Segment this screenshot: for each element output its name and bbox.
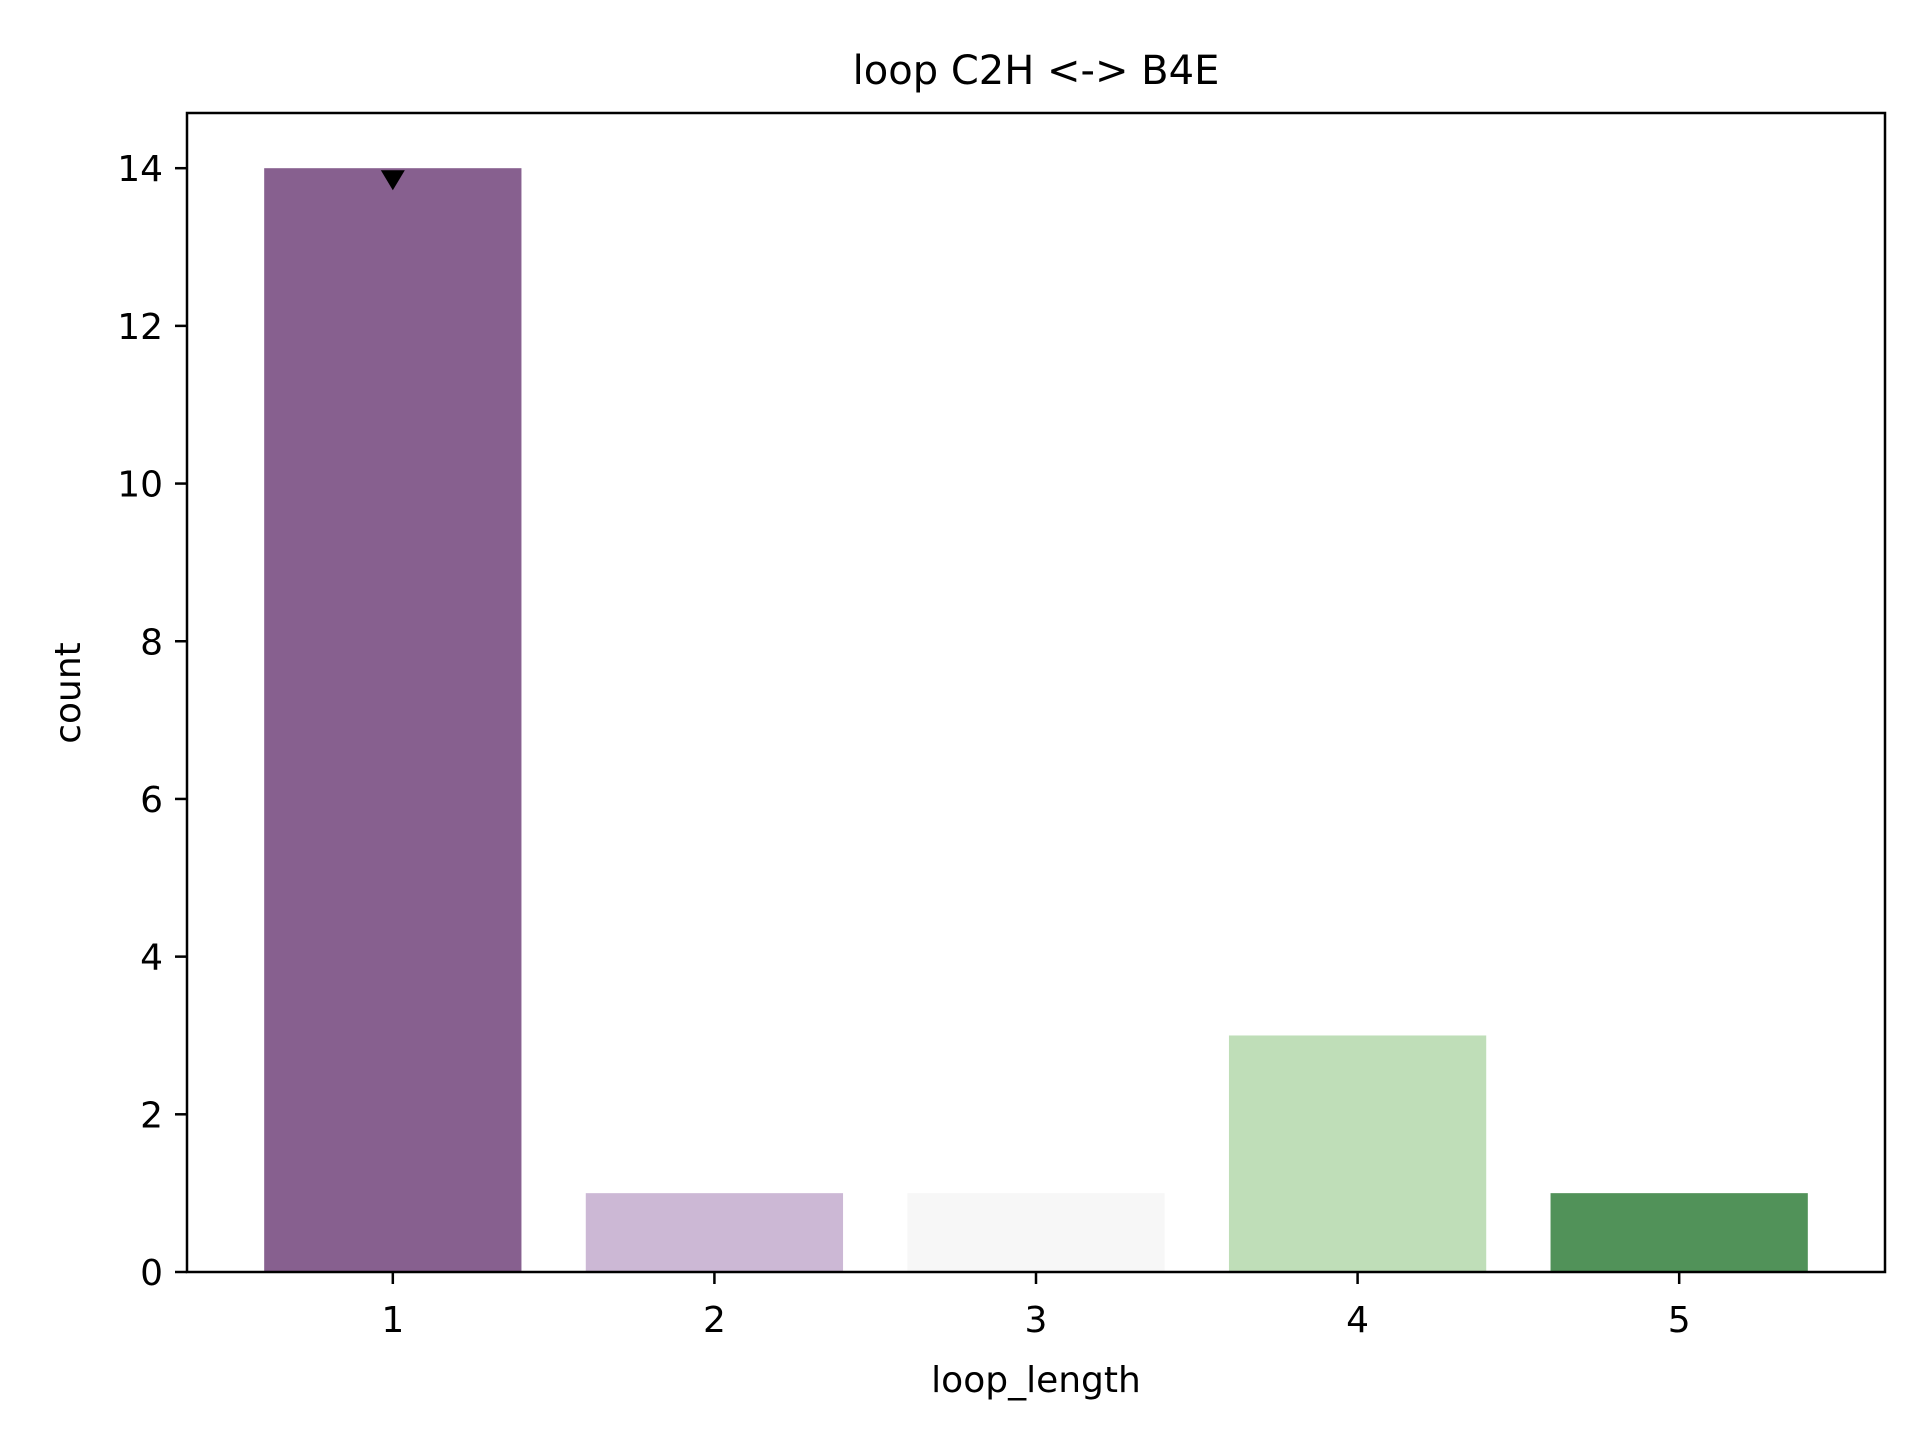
bar-1 — [264, 168, 522, 1273]
bar-5 — [1550, 1193, 1808, 1272]
x-tick-label: 5 — [1668, 1300, 1691, 1341]
x-axis: 1 2 3 4 5 — [381, 1272, 1691, 1341]
bar-4 — [1228, 1035, 1487, 1272]
x-tick-label: 3 — [1025, 1300, 1048, 1341]
y-tick-label: 14 — [117, 149, 163, 190]
y-tick-label: 0 — [140, 1253, 163, 1294]
bar-3 — [907, 1193, 1165, 1272]
y-tick-label: 12 — [117, 307, 163, 348]
bar-2 — [585, 1193, 844, 1272]
y-tick-label: 4 — [140, 938, 163, 979]
x-tick-label: 2 — [703, 1300, 726, 1341]
plot-area — [264, 168, 1808, 1273]
y-tick-label: 8 — [140, 622, 163, 663]
x-tick-label: 4 — [1346, 1300, 1369, 1341]
x-tick-label: 1 — [381, 1300, 404, 1341]
chart-title: loop C2H <-> B4E — [853, 48, 1220, 94]
y-tick-label: 10 — [117, 465, 163, 506]
y-axis-label: count — [48, 642, 89, 744]
x-axis-label: loop_length — [931, 1360, 1141, 1401]
y-tick-label: 6 — [140, 780, 163, 821]
y-tick-label: 2 — [140, 1095, 163, 1136]
max-marker — [380, 170, 405, 191]
y-axis: 0 2 4 6 8 10 12 14 — [117, 149, 187, 1294]
